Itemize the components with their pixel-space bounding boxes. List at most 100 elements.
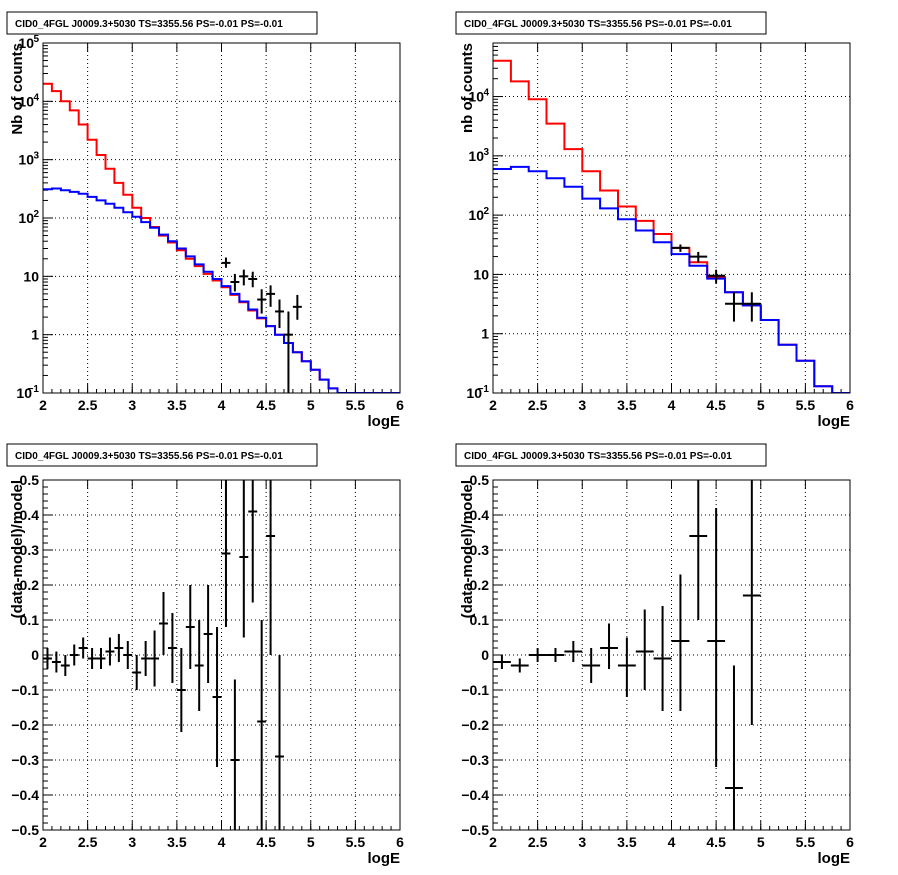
x-tick-label: 6 [396, 834, 404, 850]
x-tick-label: 5 [307, 834, 315, 850]
data-point [671, 574, 690, 711]
plot-area [493, 59, 850, 393]
plot-area [493, 480, 761, 830]
x-tick-label: 4.5 [256, 834, 276, 850]
x-tick-label: 2 [489, 834, 497, 850]
data-point [221, 257, 231, 268]
data-point [141, 641, 151, 676]
y-tick-label: −0.5 [461, 822, 489, 838]
x-tick-label: 4 [668, 834, 676, 850]
y-tick-label: −0.3 [461, 752, 489, 768]
x-tick-label: 5 [307, 397, 315, 413]
chart-title: CID0_4FGL J0009.3+5030 TS=3355.56 PS=-0.… [15, 451, 283, 462]
data-point [105, 637, 115, 666]
y-tick-exponent: 2 [483, 206, 489, 217]
data-point [132, 655, 142, 690]
data-point [257, 289, 267, 314]
x-tick-label: 2.5 [78, 397, 98, 413]
data-point [159, 592, 168, 655]
chart-title: CID0_4FGL J0009.3+5030 TS=3355.56 PS=-0.… [15, 19, 283, 30]
chart-title-box [455, 443, 767, 467]
y-tick-exponent: −1 [478, 384, 490, 395]
x-tick-label: 6 [396, 397, 404, 413]
y-tick-label: 0.4 [20, 507, 40, 523]
data-point [203, 585, 213, 683]
x-tick-label: 5.5 [796, 834, 816, 850]
y-tick-exponent: 4 [33, 92, 39, 103]
data-point [51, 651, 61, 673]
y-tick-label: 10 [23, 268, 39, 284]
data-point [564, 641, 583, 662]
plot-frame [492, 42, 851, 394]
data-point [725, 292, 743, 322]
y-tick-label: −0.1 [461, 682, 489, 698]
x-tick-label: 3.5 [167, 397, 187, 413]
x-tick-label: 4 [218, 834, 226, 850]
y-tick-label: 0.3 [470, 542, 490, 558]
x-axis-label: logE [818, 850, 851, 867]
data-point [546, 648, 565, 662]
y-axis-label: (data-model)/model [9, 480, 26, 618]
plot-area [43, 82, 400, 393]
data-point [275, 655, 284, 830]
y-tick-label: 1 [31, 327, 39, 343]
y-tick-label: 0 [31, 647, 39, 663]
y-tick-label: 0.1 [20, 612, 40, 628]
data-point [239, 480, 249, 638]
data-point [96, 648, 106, 669]
x-tick-label: 3.5 [617, 397, 637, 413]
plot-area [43, 480, 284, 830]
y-axis-label: Nb of counts [9, 43, 26, 135]
x-tick-label: 2.5 [528, 834, 548, 850]
data-point [582, 648, 601, 683]
data-point [493, 655, 511, 669]
data-point [707, 269, 726, 284]
x-tick-label: 2 [489, 397, 497, 413]
data-point [150, 630, 160, 687]
data-point [266, 480, 276, 655]
data-point [528, 648, 547, 662]
y-axis-label: (data-model)/model [459, 480, 476, 618]
data-point [212, 627, 222, 767]
y-tick-label: 0.1 [470, 612, 490, 628]
y-tick-label: 10 [473, 266, 489, 282]
y-tick-exponent: 4 [483, 88, 489, 99]
data-point [266, 285, 276, 307]
data-point [176, 648, 186, 732]
chart-panel-3: 2 2.5 3 3.5 4 4.5 5 5.5 6 −0.5 −0.4 −0.3 −0.2 −0.1 0 0.… [6, 443, 404, 867]
plot-frame [42, 479, 401, 831]
y-tick-label: 0 [481, 647, 489, 663]
y-axis-label: nb of counts [459, 43, 476, 133]
x-tick-label: 6 [846, 397, 854, 413]
y-tick-label: 10 [18, 152, 34, 168]
y-tick-exponent: 3 [33, 151, 39, 162]
data-point [510, 658, 529, 673]
y-tick-label: −0.2 [11, 717, 39, 733]
y-tick-label: 10 [468, 207, 484, 223]
x-tick-label: 6 [846, 834, 854, 850]
data-point [671, 244, 690, 252]
y-tick-exponent: 2 [33, 209, 39, 220]
data-point [43, 648, 52, 669]
data-point [292, 294, 302, 320]
data-point [742, 480, 761, 725]
chart-title-box [6, 443, 318, 467]
y-tick-label: 0.3 [20, 542, 40, 558]
y-tick-exponent: −1 [28, 384, 40, 395]
y-tick-label: 10 [468, 148, 484, 164]
x-axis-label: logE [368, 850, 401, 867]
y-tick-label: −0.4 [461, 787, 489, 803]
x-tick-label: 3 [128, 397, 136, 413]
data-point [185, 585, 195, 669]
y-tick-label: −0.3 [11, 752, 39, 768]
y-tick-label: 0.2 [20, 577, 40, 593]
y-tick-label: −0.2 [461, 717, 489, 733]
y-tick-label: 0.4 [470, 507, 490, 523]
chart-title: CID0_4FGL J0009.3+5030 TS=3355.56 PS=-0.… [464, 451, 732, 462]
data-point [221, 480, 231, 627]
data-point [257, 620, 267, 830]
y-tick-label: −0.4 [11, 787, 39, 803]
data-point [742, 292, 761, 322]
